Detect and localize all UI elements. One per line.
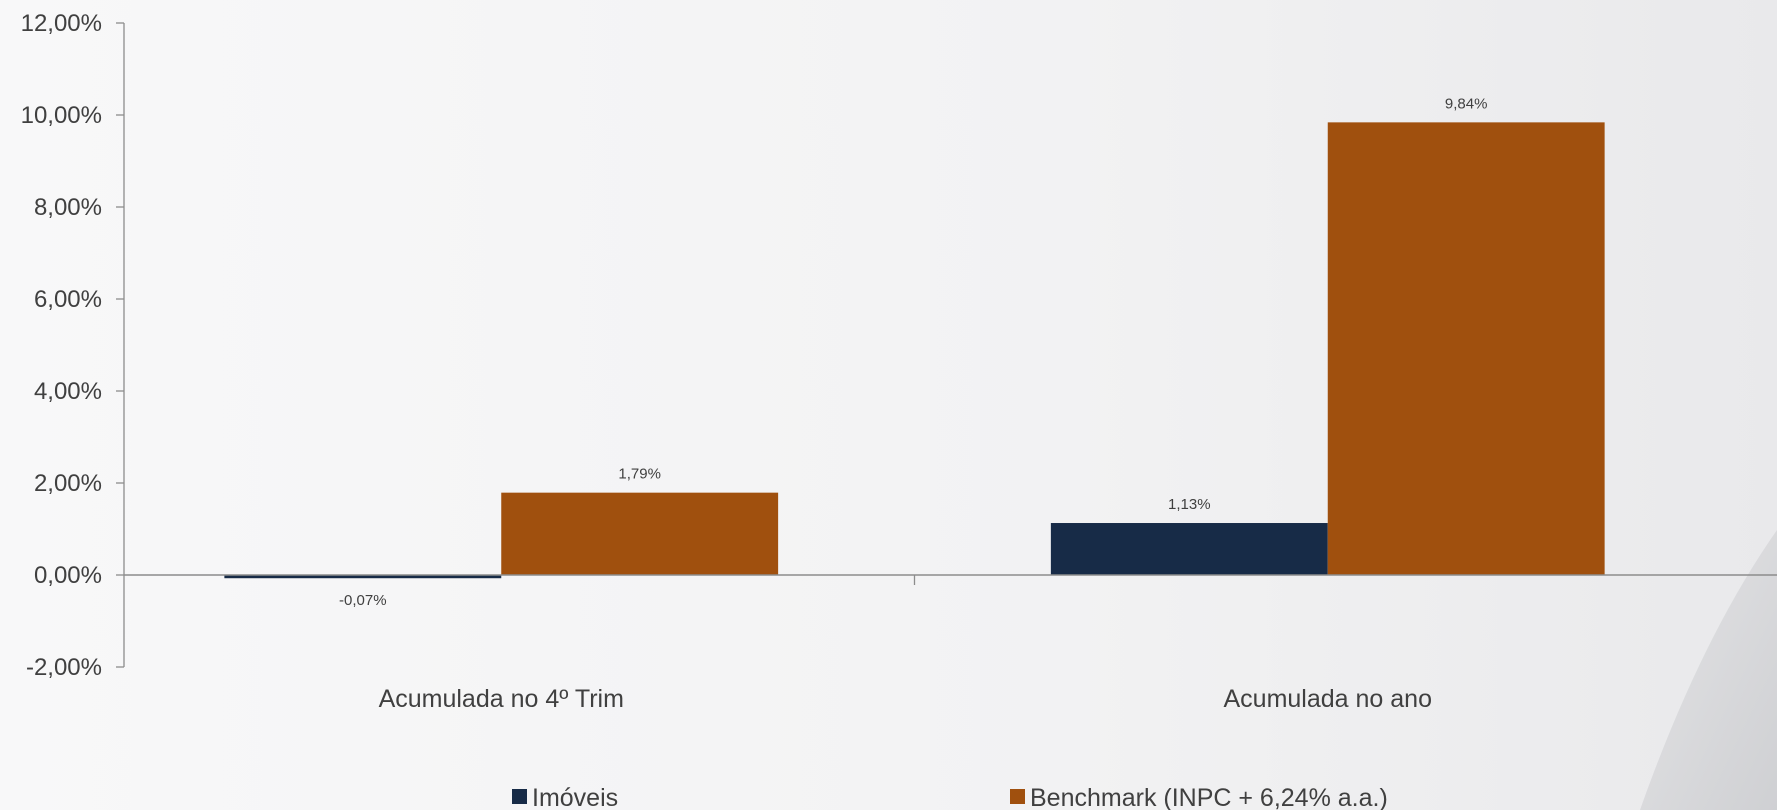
legend-label: Imóveis: [532, 784, 618, 810]
bar: [1050, 523, 1328, 575]
bar: [224, 575, 502, 579]
legend-swatch: [512, 789, 527, 804]
bar: [1327, 122, 1605, 576]
corner-swoosh: [1640, 530, 1777, 810]
y-tick-label: 10,00%: [21, 102, 102, 129]
x-category-label: Acumulada no 4º Trim: [379, 685, 624, 713]
y-tick-label: 0,00%: [34, 562, 102, 589]
bar: [501, 492, 779, 575]
y-tick-label: 2,00%: [34, 470, 102, 497]
x-category-label: Acumulada no ano: [1224, 685, 1432, 713]
y-tick-label: -2,00%: [26, 654, 102, 681]
y-tick-label: 8,00%: [34, 194, 102, 221]
data-label: -0,07%: [339, 592, 387, 609]
data-label: 1,13%: [1168, 496, 1211, 513]
legend-swatch: [1010, 789, 1025, 804]
y-tick-label: 6,00%: [34, 286, 102, 313]
legend-label: Benchmark (INPC + 6,24% a.a.): [1030, 784, 1388, 810]
data-label: 1,79%: [618, 466, 661, 483]
data-label: 9,84%: [1445, 95, 1488, 112]
y-tick-label: 12,00%: [21, 10, 102, 37]
y-tick-label: 4,00%: [34, 378, 102, 405]
